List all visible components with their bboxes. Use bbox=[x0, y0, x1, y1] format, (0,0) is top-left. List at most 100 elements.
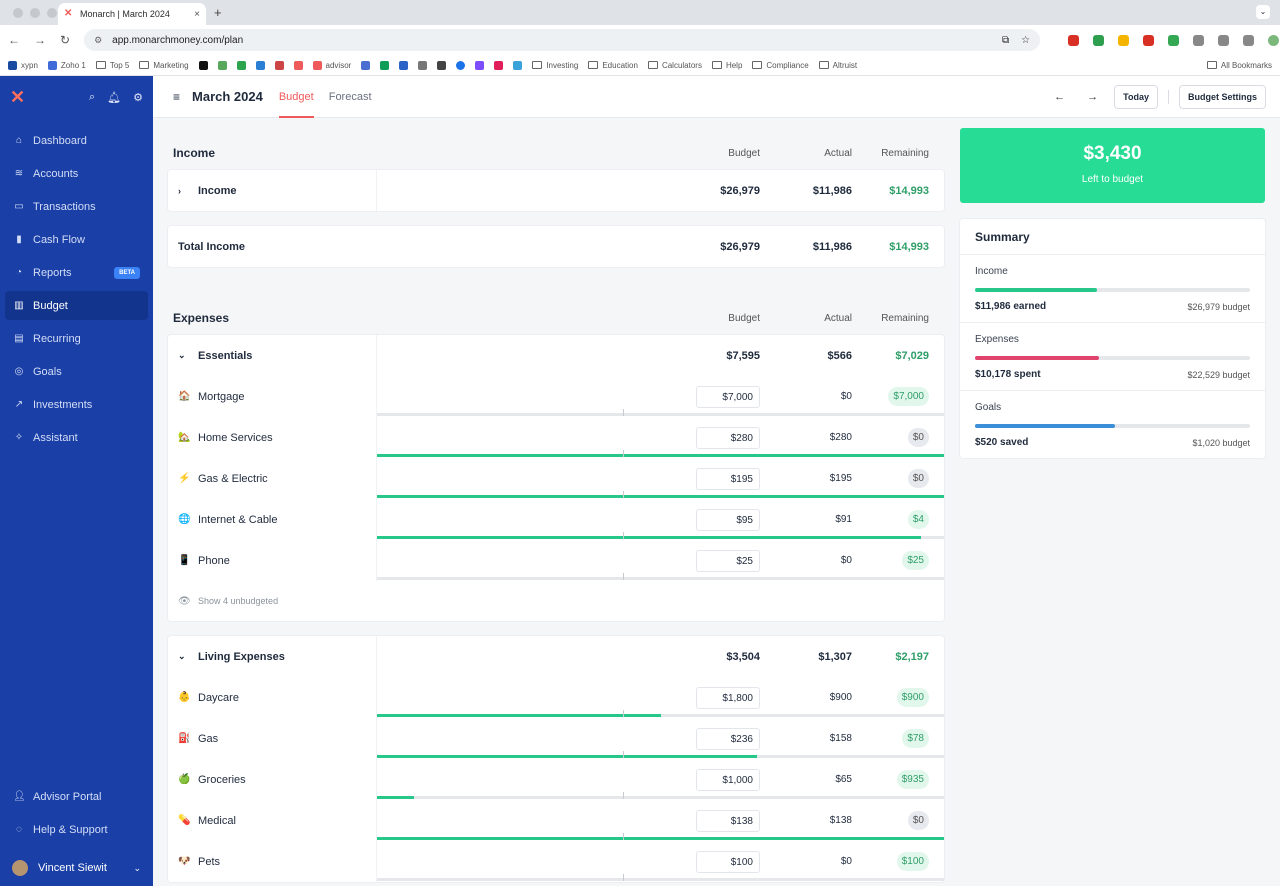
prev-month-icon[interactable]: ← bbox=[1054, 90, 1066, 103]
all-bookmarks[interactable]: All Bookmarks bbox=[1206, 61, 1272, 70]
bookmark-item[interactable] bbox=[513, 60, 523, 70]
essentials-group-row[interactable]: ⌄ Essentials $7,595 $566 $7,029 bbox=[168, 335, 944, 376]
budget-amount-input[interactable]: $25 bbox=[696, 549, 760, 572]
extension-icon[interactable] bbox=[1068, 34, 1080, 46]
sidebar-item-advisor-portal[interactable]: 👤︎ Advisor Portal bbox=[13, 790, 102, 803]
living-group-row[interactable]: ⌄ Living Expenses $3,504 $1,307 $2,197 bbox=[168, 636, 944, 677]
sidebar-item-budget[interactable]: ▥ Budget bbox=[5, 291, 148, 320]
bookmark-item[interactable] bbox=[418, 60, 428, 70]
sidebar-item-help[interactable]: ◌ Help & Support bbox=[5, 815, 148, 844]
bookmark-item[interactable]: xypn bbox=[8, 60, 38, 70]
bookmark-item[interactable] bbox=[437, 60, 447, 70]
sidebar-item-dashboard[interactable]: ⌂ Dashboard bbox=[5, 126, 148, 155]
category-row[interactable]: 👶 Daycare $1,800 $900 $900 bbox=[168, 677, 944, 718]
bell-icon[interactable]: 🔔︎ bbox=[107, 91, 122, 104]
budget-amount-input[interactable]: $100 bbox=[696, 850, 760, 873]
bookmark-item[interactable] bbox=[293, 60, 303, 70]
show-unbudgeted-link[interactable]: 👁︎ Show 4 unbudgeted bbox=[178, 595, 279, 607]
chevron-down-icon[interactable]: ⌄ bbox=[178, 651, 186, 661]
category-row[interactable]: ⛽ Gas $236 $158 $78 bbox=[168, 718, 944, 759]
sidebar-item-recurring[interactable]: ▤ Recurring bbox=[14, 332, 81, 345]
gear-icon[interactable]: ⚙ bbox=[133, 91, 143, 104]
sidebar-item-cash-flow[interactable]: ▮ Cash Flow bbox=[5, 225, 148, 254]
sidebar-item-assistant[interactable]: ✧ Assistant bbox=[14, 431, 78, 444]
browser-tab[interactable]: ✕ Monarch | March 2024 × bbox=[58, 3, 206, 25]
sidebar-item-investments[interactable]: ↗ Investments bbox=[14, 398, 93, 411]
site-info-icon[interactable]: ⚙ bbox=[94, 34, 103, 45]
puzzle-icon[interactable] bbox=[1218, 34, 1230, 46]
sidepanel-icon[interactable] bbox=[1243, 34, 1255, 46]
category-row[interactable]: ⚡ Gas & Electric $195 $195 $0 bbox=[168, 458, 944, 499]
category-row[interactable]: 🐶 Pets $100 $0 $100 bbox=[168, 841, 944, 882]
bookmark-item[interactable] bbox=[361, 60, 371, 70]
bookmark-folder[interactable]: Compliance bbox=[752, 61, 809, 70]
chevron-down-icon[interactable]: ⌄ bbox=[178, 350, 186, 360]
next-month-icon[interactable]: → bbox=[1087, 90, 1099, 103]
bookmark-folder[interactable]: Calculators bbox=[647, 61, 702, 70]
bookmark-item[interactable]: advisor bbox=[312, 60, 351, 70]
budget-settings-button[interactable]: Budget Settings bbox=[1179, 84, 1266, 109]
tab-close-icon[interactable]: × bbox=[194, 8, 200, 20]
tab-forecast[interactable]: Forecast bbox=[328, 90, 372, 103]
install-icon[interactable]: ⧉ bbox=[1001, 34, 1010, 46]
menu-icon[interactable]: ≡ bbox=[173, 89, 181, 104]
category-row[interactable]: 🏠 Mortgage $7,000 $0 $7,000 bbox=[168, 376, 944, 417]
chevron-right-icon[interactable]: › bbox=[178, 185, 181, 196]
bookmark-folder[interactable]: Altruist bbox=[818, 61, 857, 70]
bookmark-item[interactable] bbox=[198, 60, 208, 70]
category-row[interactable]: 📱 Phone $25 $0 $25 bbox=[168, 540, 944, 581]
budget-amount-input[interactable]: $95 bbox=[696, 508, 760, 531]
budget-amount-input[interactable]: $138 bbox=[696, 809, 760, 832]
sidebar-item-transactions[interactable]: ▭ Transactions bbox=[14, 200, 96, 213]
category-row[interactable]: 💊 Medical $138 $138 $0 bbox=[168, 800, 944, 841]
bookmark-folder[interactable]: Investing bbox=[532, 61, 578, 70]
bookmark-star-icon[interactable]: ☆ bbox=[1021, 34, 1031, 46]
evernote-icon[interactable] bbox=[1093, 34, 1105, 46]
budget-amount-input[interactable]: $236 bbox=[696, 727, 760, 750]
income-group-row[interactable]: › Income $26,979 $11,986 $14,993 bbox=[168, 170, 944, 211]
bookmark-item[interactable] bbox=[255, 60, 265, 70]
search-icon[interactable]: ⌕ bbox=[88, 90, 96, 103]
bookmark-folder[interactable]: Top 5 bbox=[95, 61, 129, 70]
drive-icon[interactable] bbox=[1118, 34, 1130, 46]
sidebar-item-reports[interactable]: ◔ Reports BETA bbox=[5, 258, 148, 287]
budget-amount-input[interactable]: $7,000 bbox=[696, 385, 760, 408]
new-tab-icon[interactable]: + bbox=[214, 5, 222, 20]
category-progress-bar bbox=[377, 491, 944, 498]
bookmark-item[interactable] bbox=[380, 60, 390, 70]
monarch-logo-icon[interactable]: ✕ bbox=[10, 87, 26, 107]
category-row[interactable]: 🏡 Home Services $280 $280 $0 bbox=[168, 417, 944, 458]
tab-budget[interactable]: Budget bbox=[278, 76, 314, 118]
bookmark-folder[interactable]: Marketing bbox=[139, 61, 189, 70]
user-menu[interactable]: Vincent Siewit ⌄ bbox=[0, 850, 153, 886]
bookmark-folder[interactable]: Education bbox=[588, 61, 638, 70]
category-row[interactable]: 🌐 Internet & Cable $95 $91 $4 bbox=[168, 499, 944, 540]
budget-amount-input[interactable]: $1,800 bbox=[696, 686, 760, 709]
budget-amount-input[interactable]: $280 bbox=[696, 426, 760, 449]
bookmark-item[interactable] bbox=[494, 60, 504, 70]
profile-icon[interactable] bbox=[1268, 34, 1280, 46]
window-controls[interactable] bbox=[13, 7, 57, 18]
forward-icon[interactable]: → bbox=[34, 33, 46, 47]
budget-amount-input[interactable]: $195 bbox=[696, 467, 760, 490]
extension-icon[interactable] bbox=[1168, 34, 1180, 46]
sidebar-item-goals[interactable]: ◎ Goals bbox=[14, 365, 62, 378]
tab-search-icon[interactable]: ⌄ bbox=[1256, 5, 1270, 19]
bookmark-item[interactable]: Zoho 1 bbox=[47, 60, 86, 70]
reload-icon[interactable]: ↻ bbox=[60, 33, 71, 47]
bookmark-folder[interactable]: Help bbox=[711, 61, 742, 70]
category-row[interactable]: 🍏 Groceries $1,000 $65 $935 bbox=[168, 759, 944, 800]
address-bar[interactable]: ⚙ app.monarchmoney.com/plan ⧉ ☆ bbox=[84, 29, 1041, 51]
bookmark-item[interactable] bbox=[399, 60, 409, 70]
bookmark-item[interactable] bbox=[236, 60, 246, 70]
budget-amount-input[interactable]: $1,000 bbox=[696, 768, 760, 791]
today-button[interactable]: Today bbox=[1114, 84, 1158, 109]
bookmark-item[interactable] bbox=[475, 60, 485, 70]
bookmark-item[interactable] bbox=[217, 60, 227, 70]
extension-icon[interactable] bbox=[1193, 34, 1205, 46]
extension-icon[interactable] bbox=[1143, 34, 1155, 46]
back-icon[interactable]: ← bbox=[8, 33, 20, 47]
bookmark-item[interactable] bbox=[456, 60, 466, 70]
sidebar-item-accounts[interactable]: ≋ Accounts bbox=[14, 167, 79, 180]
bookmark-item[interactable] bbox=[274, 60, 284, 70]
